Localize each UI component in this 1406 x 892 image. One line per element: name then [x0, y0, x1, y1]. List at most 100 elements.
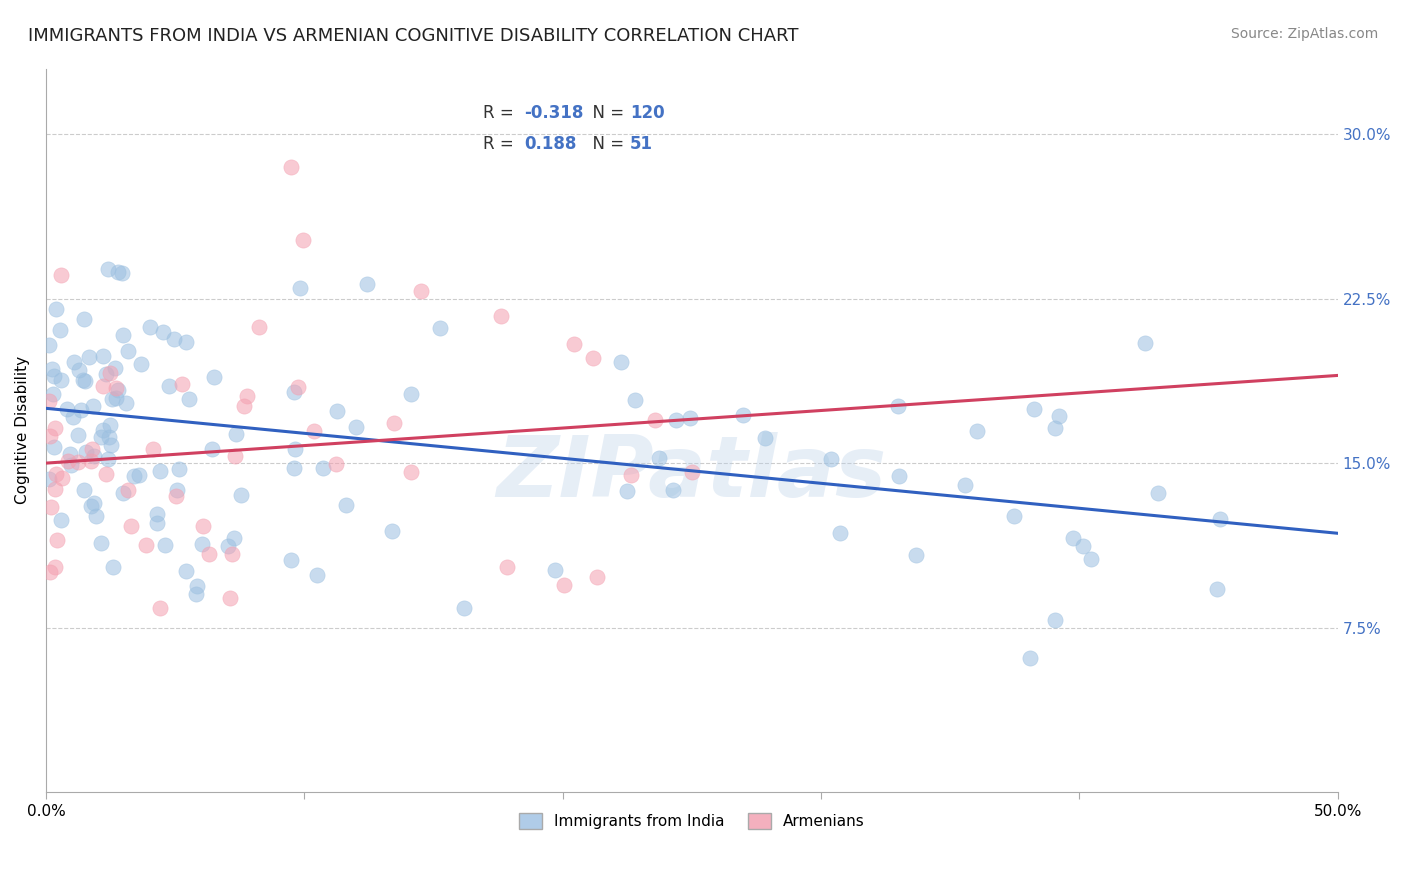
Point [82, 399, 104, 413]
Point [49, 323, 72, 337]
Point [887, 399, 910, 413]
Point [287, 380, 309, 394]
Point [172, 376, 194, 391]
Point [97, 451, 120, 466]
Point [166, 483, 188, 497]
Point [453, 601, 475, 615]
Point [830, 525, 852, 540]
Point [582, 351, 605, 365]
Point [382, 417, 405, 431]
Point [167, 461, 190, 475]
Point [733, 408, 755, 422]
Point [107, 384, 129, 398]
Point [56, 453, 79, 467]
Point [79, 454, 101, 468]
Point [39, 428, 62, 442]
Point [98, 418, 121, 433]
Point [145, 516, 167, 530]
Point [325, 458, 347, 472]
Point [115, 396, 138, 410]
Point [1062, 531, 1084, 545]
Point [111, 266, 134, 280]
Point [1043, 613, 1066, 627]
Point [665, 413, 688, 427]
Point [41, 362, 63, 376]
Text: R =: R = [482, 103, 519, 121]
Point [44, 369, 66, 384]
Point [311, 460, 333, 475]
Point [84, 508, 107, 523]
Point [1002, 509, 1025, 524]
Point [191, 519, 214, 533]
Point [429, 320, 451, 334]
Point [905, 548, 928, 562]
Point [122, 469, 145, 483]
Point [117, 344, 139, 359]
Point [616, 483, 638, 498]
Point [153, 537, 176, 551]
Point [966, 424, 988, 438]
Point [1147, 486, 1170, 500]
Point [191, 536, 214, 550]
Point [284, 442, 307, 456]
Point [80, 499, 103, 513]
Point [217, 539, 239, 553]
Point [90, 536, 112, 550]
Point [356, 277, 378, 292]
Point [152, 325, 174, 339]
Point [1080, 551, 1102, 566]
Point [157, 379, 180, 393]
Text: 0.188: 0.188 [524, 136, 576, 153]
Point [94, 467, 117, 481]
Point [97, 261, 120, 276]
Point [93, 349, 115, 363]
Point [67, 428, 90, 442]
Point [128, 468, 150, 483]
Point [544, 562, 567, 576]
Text: Source: ZipAtlas.com: Source: ZipAtlas.com [1230, 27, 1378, 41]
Point [225, 427, 247, 442]
Point [83, 496, 105, 510]
Point [73, 312, 96, 326]
Point [624, 392, 647, 407]
Point [1047, 409, 1070, 424]
Legend: Immigrants from India, Armenians: Immigrants from India, Armenians [513, 806, 870, 835]
Point [174, 334, 197, 349]
Point [73, 483, 96, 498]
Text: N =: N = [582, 136, 630, 153]
Point [280, 553, 302, 567]
Text: N =: N = [582, 103, 630, 121]
Text: -0.318: -0.318 [524, 103, 583, 121]
Point [104, 361, 127, 376]
Point [51, 513, 73, 527]
Point [184, 587, 207, 601]
Point [39, 500, 62, 514]
Point [610, 355, 633, 369]
Point [202, 370, 225, 384]
Point [76, 445, 98, 459]
Point [283, 384, 305, 399]
Text: 120: 120 [630, 103, 665, 121]
Point [280, 160, 302, 174]
Point [44, 421, 66, 435]
Point [149, 601, 172, 615]
Point [681, 465, 703, 479]
Point [820, 452, 842, 467]
Point [117, 483, 139, 498]
Point [94, 367, 117, 381]
Point [39, 565, 62, 579]
Point [91, 379, 114, 393]
Point [165, 490, 187, 504]
Point [49, 373, 72, 387]
Point [98, 430, 121, 444]
Point [186, 578, 208, 592]
Point [399, 387, 422, 401]
Point [229, 488, 252, 502]
Point [70, 402, 93, 417]
Point [73, 374, 96, 388]
Point [174, 564, 197, 578]
Point [135, 538, 157, 552]
Point [55, 402, 77, 417]
Point [335, 498, 357, 512]
Point [38, 472, 60, 486]
